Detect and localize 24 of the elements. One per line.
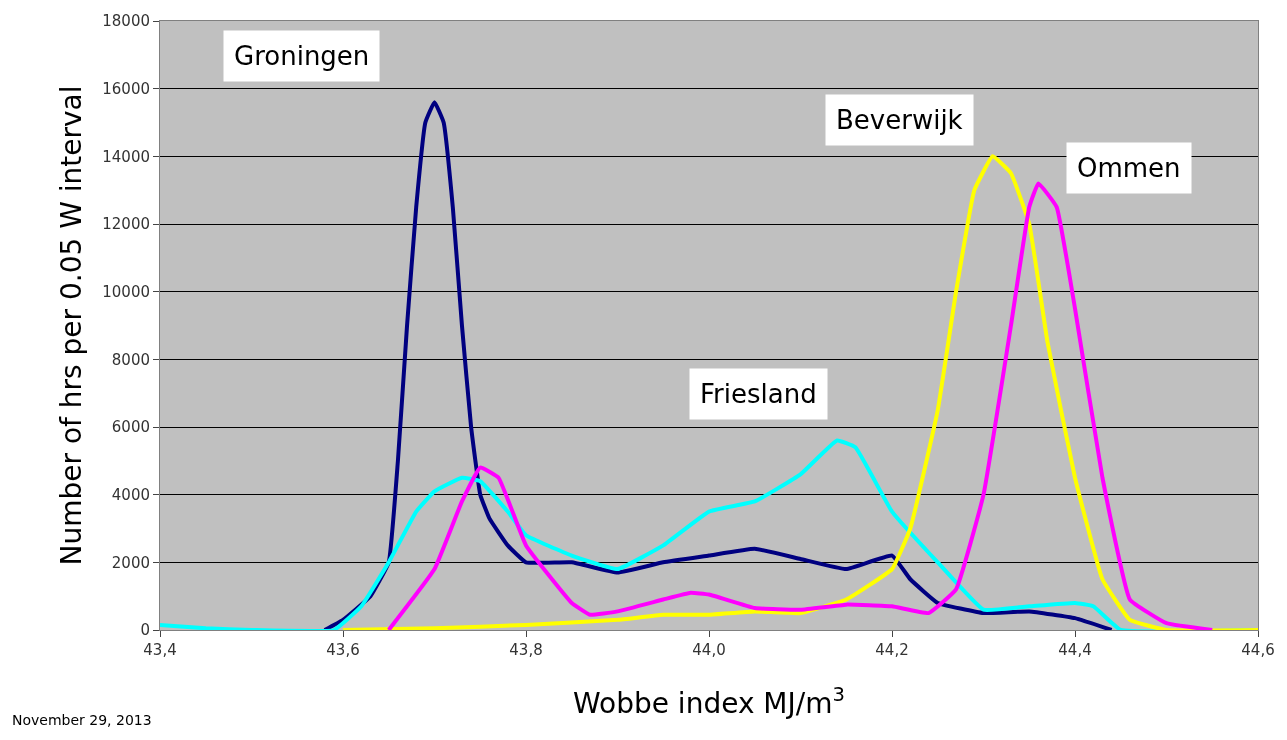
y-tick-label: 6000 xyxy=(111,418,150,437)
y-tick-label: 18000 xyxy=(102,12,150,31)
series-label: Beverwijk xyxy=(836,105,963,135)
x-tick-label: 44,2 xyxy=(875,641,909,659)
x-axis-title: Wobbe index MJ/m$^{3}$ xyxy=(573,683,845,721)
series-label: Ommen xyxy=(1077,153,1181,183)
text: Groningen xyxy=(234,41,370,71)
y-tick-label: 2000 xyxy=(111,553,150,572)
x-tick-label: 43,4 xyxy=(143,641,177,659)
y-axis-title: Number of hrs per 0.05 W interval xyxy=(54,85,88,566)
text: November 29, 2013 xyxy=(12,712,152,728)
x-tick-label: 44,0 xyxy=(692,641,726,659)
y-tick-label: 4000 xyxy=(111,485,150,504)
y-tick-label: 12000 xyxy=(102,215,150,234)
x-tick-label: 44,6 xyxy=(1241,641,1275,659)
x-tick-label: 44,4 xyxy=(1058,641,1092,659)
x-tick-label: 43,6 xyxy=(326,641,360,659)
y-tick-label: 14000 xyxy=(102,147,150,166)
y-tick-label: 8000 xyxy=(111,350,150,369)
series-label: Friesland xyxy=(700,379,817,409)
y-tick-label: 10000 xyxy=(102,282,150,301)
y-tick-label: 0 xyxy=(140,621,150,640)
y-tick-label: 16000 xyxy=(102,79,150,98)
x-tick-label: 43,8 xyxy=(509,641,543,659)
